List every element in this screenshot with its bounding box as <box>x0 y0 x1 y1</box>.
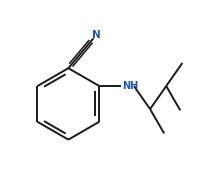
Text: N: N <box>92 30 101 40</box>
Text: NH: NH <box>122 81 138 91</box>
